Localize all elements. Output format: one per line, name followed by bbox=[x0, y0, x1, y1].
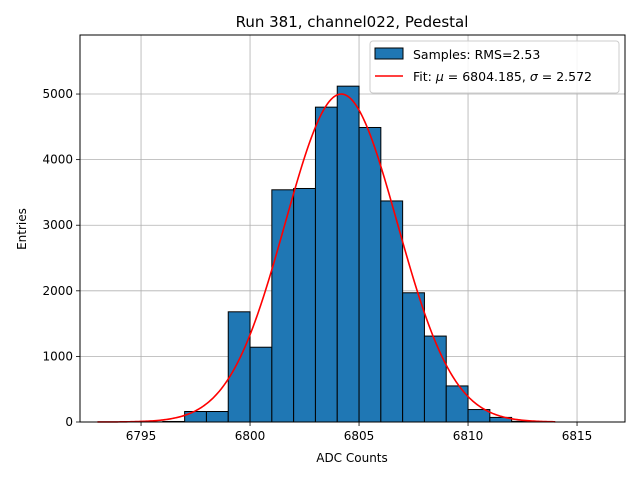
y-tick-label: 2000 bbox=[42, 284, 73, 298]
histogram-bar bbox=[337, 86, 359, 422]
histogram-bar bbox=[228, 312, 250, 422]
histogram-bar bbox=[359, 127, 381, 422]
legend-fit-sigma-value: 2.572 bbox=[556, 69, 592, 84]
x-tick-label: 6805 bbox=[344, 429, 375, 443]
histogram-bar bbox=[424, 336, 446, 422]
legend-fit-mu-symbol: μ bbox=[435, 69, 444, 84]
histogram-bars bbox=[141, 86, 533, 422]
legend-fit-mu-value: 6804.185 bbox=[462, 69, 522, 84]
y-tick-label: 1000 bbox=[42, 349, 73, 363]
legend-fit-label: Fit: μ = 6804.185, σ = 2.572 bbox=[413, 69, 592, 84]
y-tick-label: 4000 bbox=[42, 153, 73, 167]
x-axis-label: ADC Counts bbox=[316, 451, 388, 465]
histogram-bar bbox=[185, 412, 207, 422]
legend-histogram-label: Samples: RMS=2.53 bbox=[413, 47, 540, 62]
legend-histogram-swatch bbox=[375, 48, 403, 59]
legend-fit-sigma-eq: = bbox=[538, 69, 556, 84]
legend-fit-mu-eq: = bbox=[444, 69, 462, 84]
x-tick-label: 6815 bbox=[562, 429, 593, 443]
x-tick-label: 6810 bbox=[453, 429, 484, 443]
histogram-bar bbox=[206, 412, 228, 422]
y-tick-label: 5000 bbox=[42, 87, 73, 101]
legend-fit-sep: , bbox=[522, 69, 530, 84]
y-tick-label: 0 bbox=[65, 415, 73, 429]
x-tick-label: 6800 bbox=[235, 429, 266, 443]
histogram-bar bbox=[272, 190, 294, 422]
y-axis-label: Entries bbox=[15, 208, 29, 250]
histogram-bar bbox=[294, 188, 316, 422]
histogram-bar bbox=[250, 347, 272, 422]
histogram-bar bbox=[315, 107, 337, 422]
y-tick-label: 3000 bbox=[42, 218, 73, 232]
x-tick-label: 6795 bbox=[126, 429, 157, 443]
chart-title: Run 381, channel022, Pedestal bbox=[236, 13, 469, 31]
histogram-bar bbox=[446, 386, 468, 422]
histogram-bar bbox=[403, 293, 425, 422]
histogram-bar bbox=[381, 201, 403, 422]
legend-fit-prefix: Fit: bbox=[413, 69, 436, 84]
legend: Samples: RMS=2.53 Fit: μ = 6804.185, σ =… bbox=[370, 41, 619, 93]
